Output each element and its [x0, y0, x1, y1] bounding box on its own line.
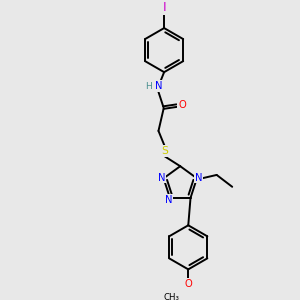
Text: O: O: [184, 279, 192, 289]
Text: N: N: [158, 173, 165, 183]
Text: N: N: [195, 173, 202, 183]
Text: N: N: [165, 195, 172, 205]
Text: H: H: [145, 82, 152, 91]
Text: S: S: [161, 146, 168, 156]
Text: I: I: [162, 1, 166, 14]
Text: N: N: [155, 81, 162, 91]
Text: O: O: [178, 100, 186, 110]
Text: CH₃: CH₃: [163, 293, 179, 300]
